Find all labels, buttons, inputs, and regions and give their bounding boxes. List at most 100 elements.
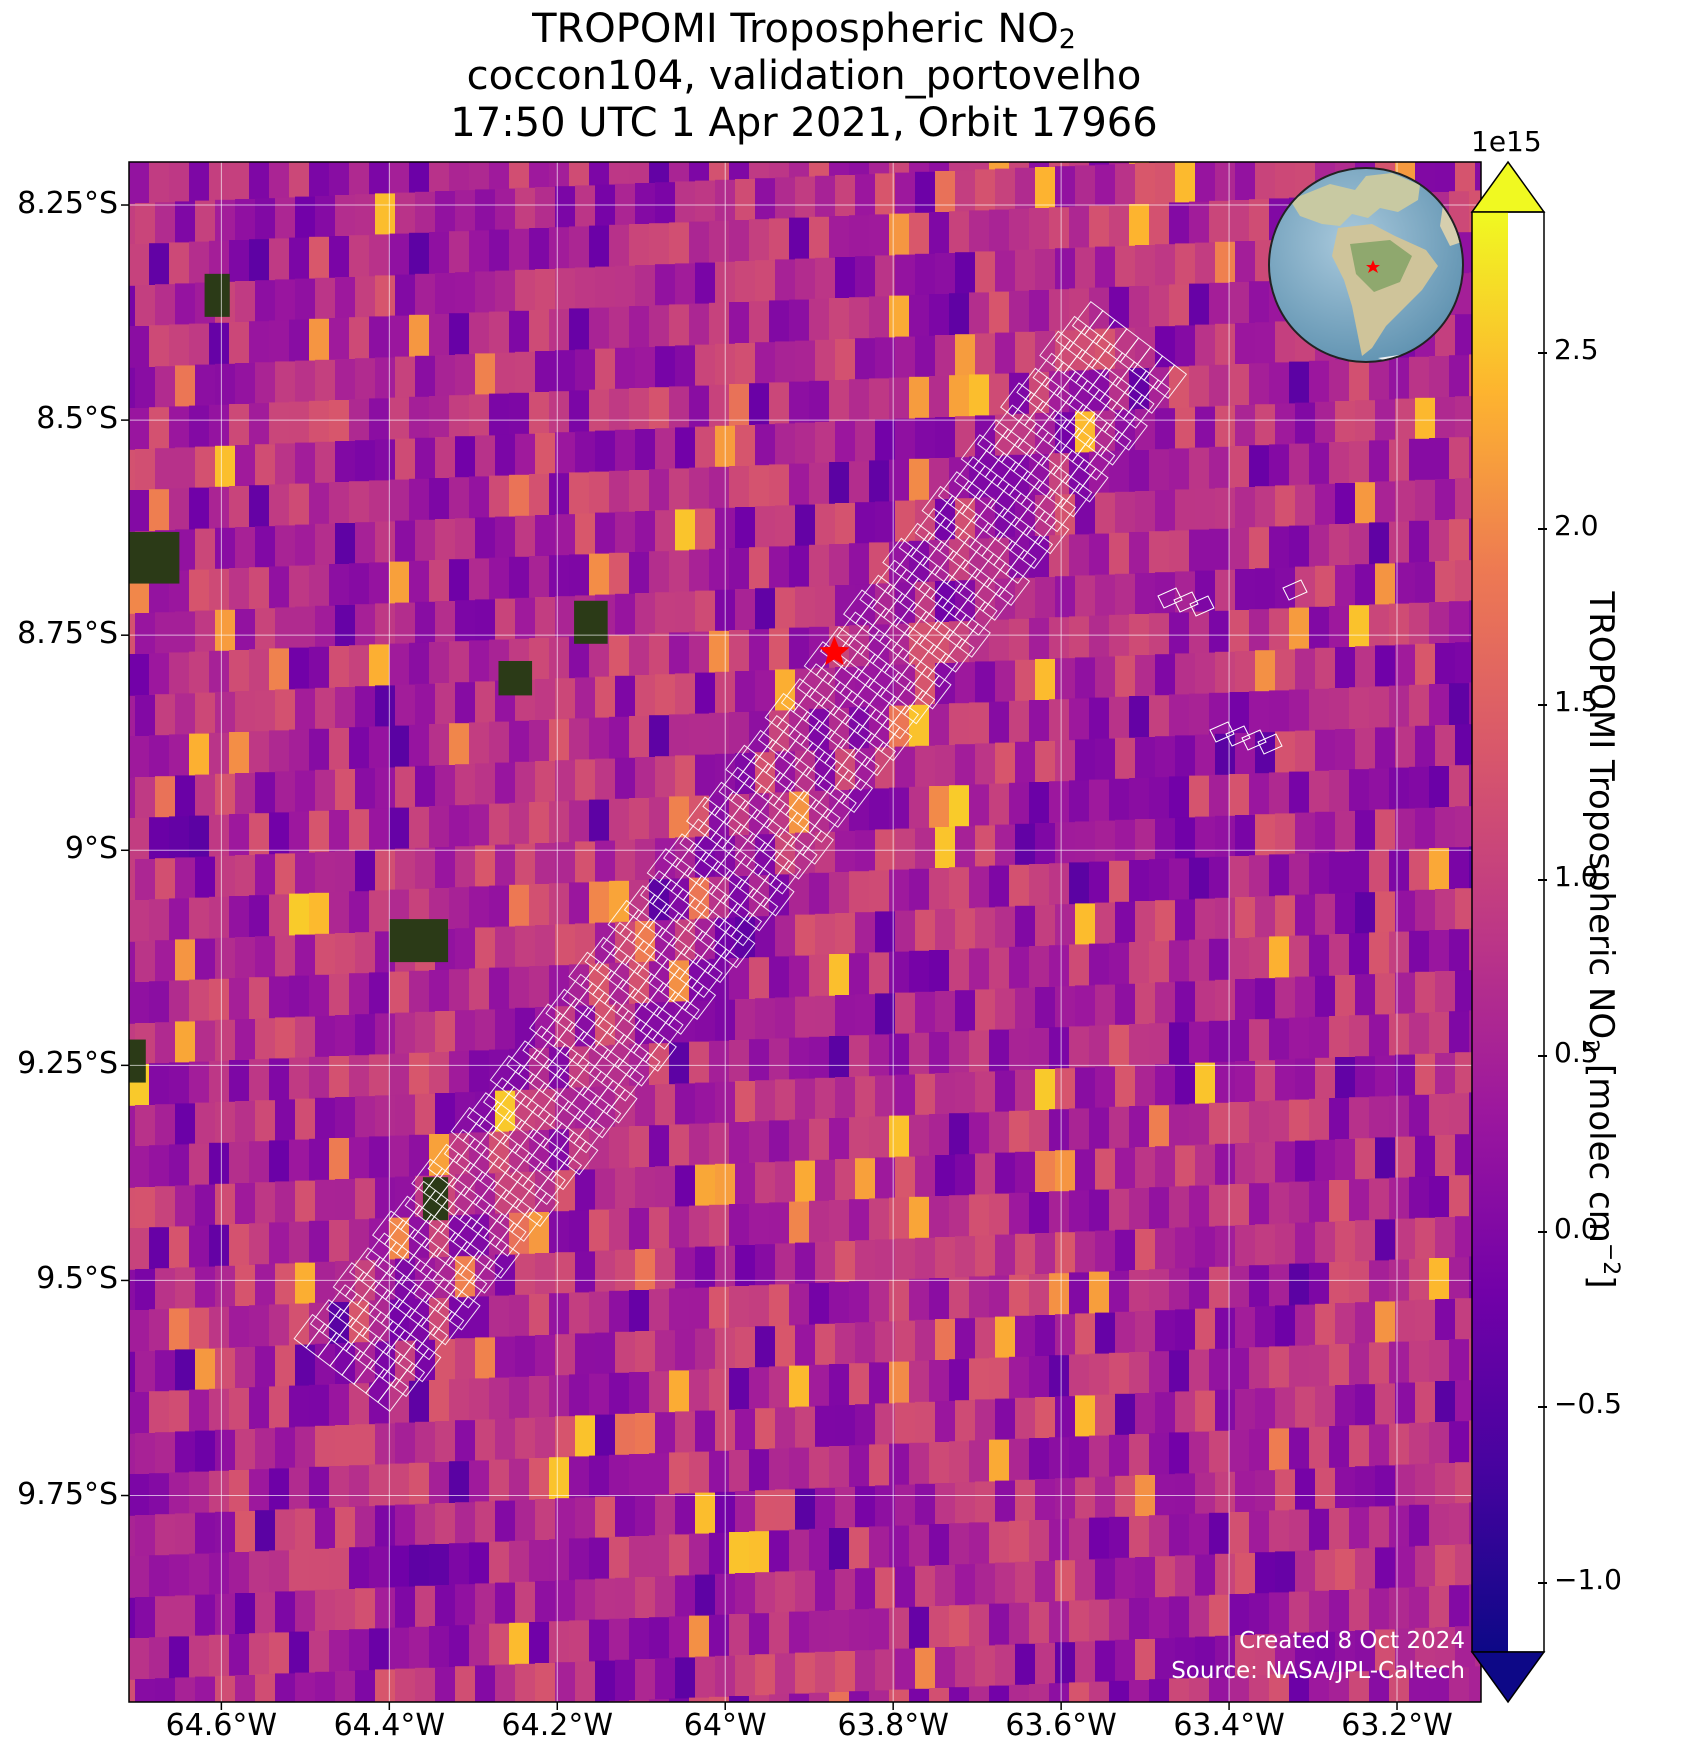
no2-pixel [829, 1118, 850, 1160]
no2-pixel [535, 843, 556, 885]
no2-pixel [555, 1580, 576, 1623]
no2-pixel [789, 545, 810, 588]
no2-pixel [675, 1657, 696, 1700]
no2-pixel [149, 243, 170, 286]
no2-pixel [755, 1490, 776, 1533]
no2-pixel [1455, 162, 1476, 193]
no2-pixel [235, 199, 256, 241]
no2-pixel [1189, 447, 1210, 490]
no2-pixel [1189, 365, 1210, 408]
no2-pixel [489, 393, 510, 436]
no2-pixel [1409, 930, 1430, 973]
no2-pixel [1069, 1682, 1090, 1702]
no2-pixel [589, 635, 610, 678]
no2-pixel [1135, 1393, 1156, 1435]
no2-pixel [1375, 1301, 1396, 1344]
no2-pixel [295, 934, 316, 977]
no2-pixel [1349, 1425, 1370, 1468]
no2-pixel [1355, 1466, 1376, 1509]
footprint-cell [471, 1258, 504, 1294]
no2-pixel [729, 1286, 750, 1328]
no2-pixel [655, 674, 676, 717]
no2-pixel [1229, 1512, 1250, 1554]
no2-pixel [1175, 162, 1196, 204]
no2-pixel [815, 1569, 836, 1612]
no2-pixel [229, 1224, 250, 1266]
no2-pixel [1215, 1061, 1236, 1104]
no2-pixel [675, 673, 696, 716]
no2-pixel [629, 552, 650, 594]
no2-pixel [955, 170, 976, 213]
no2-pixel [455, 1256, 476, 1299]
footprint-cell [926, 652, 959, 688]
no2-pixel [195, 692, 216, 735]
no2-pixel [289, 1303, 310, 1346]
no2-pixel [1189, 1185, 1210, 1228]
no2-pixel [955, 1646, 976, 1689]
no2-pixel [615, 593, 636, 636]
no2-pixel [1209, 282, 1230, 325]
no2-pixel [455, 846, 476, 889]
no2-pixel [1335, 565, 1356, 607]
no2-pixel [543, 104, 564, 146]
no2-pixel [955, 252, 976, 295]
no2-pixel [129, 326, 150, 368]
site-marker-star[interactable] [819, 636, 850, 666]
no2-pixel [1389, 1341, 1410, 1384]
no2-pixel [535, 1417, 556, 1459]
no2-pixel [329, 1548, 350, 1590]
no2-pixel [595, 758, 616, 801]
no2-pixel [795, 832, 816, 875]
no2-pixel [695, 1164, 716, 1207]
no2-pixel [369, 726, 390, 769]
no2-pixel [209, 240, 230, 283]
no2-pixel [449, 1543, 470, 1586]
no2-pixel [1255, 1388, 1276, 1431]
no2-pixel [735, 1163, 756, 1205]
no2-pixel [555, 1744, 576, 1752]
no2-pixel [155, 1186, 176, 1229]
no2-pixel [609, 552, 630, 595]
no2-pixel [1289, 1591, 1310, 1634]
no2-pixel [949, 1605, 970, 1648]
no2-pixel [475, 681, 496, 724]
no2-pixel [1349, 1671, 1370, 1702]
no2-pixel [829, 162, 850, 176]
no2-pixel [1369, 686, 1390, 729]
no2-pixel [1015, 577, 1036, 620]
no2-pixel [669, 304, 690, 347]
no2-pixel [1209, 1102, 1230, 1145]
no2-pixel [1109, 1434, 1130, 1477]
no2-pixel [769, 546, 790, 589]
no2-pixel [1269, 1100, 1290, 1143]
no2-pixel [275, 1509, 296, 1552]
no2-pixel [809, 1282, 830, 1325]
no2-pixel [549, 1129, 570, 1172]
no2-pixel [1109, 1188, 1130, 1231]
no2-pixel [569, 1374, 590, 1417]
no2-pixel [935, 745, 956, 787]
no2-pixel [1329, 1672, 1350, 1702]
no2-pixel [1349, 359, 1370, 402]
no2-pixel [1289, 935, 1310, 978]
no2-pixel [1309, 852, 1330, 895]
no2-pixel [1415, 1135, 1436, 1178]
no2-pixel [915, 171, 936, 214]
no2-pixel [1043, 84, 1064, 126]
no2-pixel [255, 1018, 276, 1061]
no2-pixel [135, 1351, 156, 1393]
no2-pixel [695, 1246, 716, 1289]
no2-pixel [855, 1322, 876, 1365]
no2-pixel [1329, 852, 1350, 894]
no2-pixel [155, 366, 176, 409]
no2-pixel [849, 297, 870, 340]
no2-pixel [675, 1165, 696, 1208]
no2-pixel [609, 798, 630, 841]
no2-pixel [595, 184, 616, 227]
no2-pixel [929, 458, 950, 500]
no2-pixel [1275, 813, 1296, 856]
no2-pixel [589, 162, 610, 186]
no2-pixel [435, 1503, 456, 1545]
no2-pixel [755, 342, 776, 385]
